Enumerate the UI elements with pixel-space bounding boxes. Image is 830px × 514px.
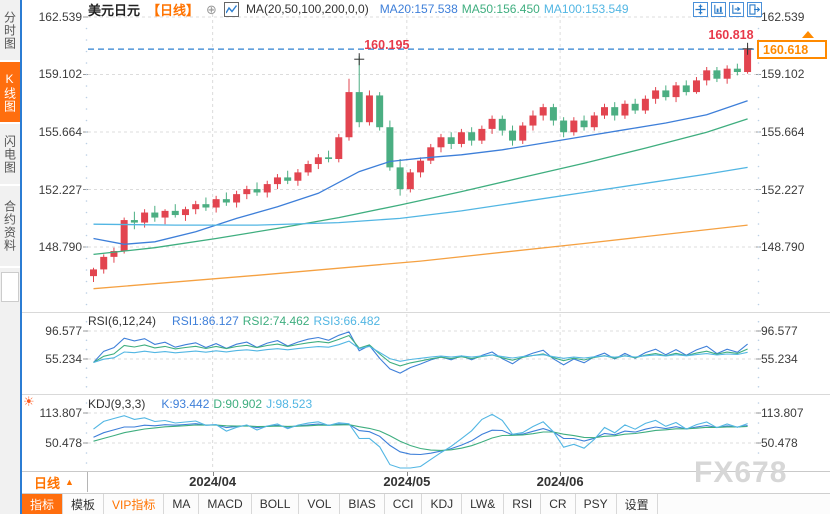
chart-tool-icons [693,2,762,17]
kdj-value: J:98.523 [266,397,313,411]
chart-canvas[interactable]: 160.195 160.818 [0,0,830,471]
toolbar-item-3[interactable]: VIP指标 [104,494,165,514]
right-price-axis: 162.539 159.102 155.664 152.227 148.790 96.57… [760,0,828,471]
axis-label: 55.234 [45,352,82,366]
x-axis-month-label: 2024/06 [536,474,584,489]
rsi-value: RSI1:86.127 [172,314,239,328]
rsi-value: RSI2:74.462 [242,314,310,328]
add-indicator-icon[interactable]: ⊕ [206,1,217,17]
axis-label: 148.790 [38,240,82,254]
svg-text:160.195: 160.195 [364,38,409,52]
sidebar-empty-slot [1,272,19,302]
toolbar-item-11[interactable]: LW& [462,494,505,514]
sidebar-tab-2[interactable]: K线图 [0,62,20,124]
axis-scale-arrow-icon[interactable] [729,2,744,17]
kdj-values: K:93.442 D:90.902 J:98.523 [157,397,312,411]
period-arrow-icon: ▲ [65,476,74,487]
toolbar-item-2[interactable]: 模板 [63,494,105,514]
toolbar-item-14[interactable]: PSY [576,494,617,514]
month-tick [406,472,408,476]
left-price-axis: 162.539 159.102 155.664 152.227 148.790 96.57… [22,0,84,471]
x-axis-month-label: 2024/05 [383,474,431,489]
indicator-toolbar: 指标 模板 VIP指标 MA MACD BOLL VOL BIAS CCI KDJ LW& RSI CR… [22,493,830,514]
ma-values: MA20:157.538 MA50:156.450 MA100:153.549 [376,2,629,16]
axis-label: 148.790 [761,240,805,254]
toolbar-item-5[interactable]: MACD [199,494,252,514]
axis-label: 159.102 [761,67,805,82]
svg-text:160.818: 160.818 [708,28,753,42]
axis-scale-icon[interactable] [711,2,726,17]
axis-label: 152.227 [38,182,82,197]
kdj-value: D:90.902 [213,397,263,411]
x-axis-row: 日线 ▲ 2024/04 2024/05 2024/06 [21,471,830,494]
axis-label: 155.664 [38,125,82,139]
toolbar-item-13[interactable]: CR [541,494,576,514]
sidebar: 分时图 K线图 闪电图 合约资料 [0,0,22,514]
axis-label: 50.478 [761,436,798,450]
period-tag: 【日线】 [147,2,200,18]
month-tick [560,472,562,476]
pan-exit-icon[interactable] [747,2,762,17]
ma-value: MA20:157.538 [379,2,458,16]
ma-value: MA50:156.450 [461,2,540,16]
symbol-title: 美元日元 [88,2,141,18]
crosshair-icon[interactable] [693,2,708,17]
current-price-value: 160.618 [763,42,809,57]
toolbar-item-6[interactable]: BOLL [252,494,300,514]
axis-label: 50.478 [45,436,82,450]
axis-label: 162.539 [38,10,82,24]
toolbar-item-8[interactable]: BIAS [340,494,385,514]
sun-icon[interactable]: ☀ [23,394,35,409]
line-chart-icon[interactable] [223,1,239,17]
kdj-header: KDJ(9,3,3) K:93.442 D:90.902 J:98.523 [88,397,312,411]
sidebar-tab-1[interactable]: 分时图 [0,0,20,62]
month-tick [212,472,214,476]
toolbar-item-1[interactable]: 指标 [22,494,64,514]
chart-header: 美元日元 【日线】 ⊕ MA(20,50,100,200,0,0) MA20:1… [88,1,629,18]
axis-label: 162.539 [761,10,805,24]
axis-label: 96.577 [761,324,798,338]
axis-label: 55.234 [761,352,798,366]
rsi-header: RSI(6,12,24) RSI1:86.127 RSI2:74.462 RSI3:… [88,314,380,328]
rsi-values: RSI1:86.127 RSI2:74.462 RSI3:66.482 [168,314,380,328]
axis-label: 159.102 [38,67,82,82]
toolbar-item-15[interactable]: 设置 [617,494,658,514]
period-selector[interactable]: 日线 ▲ [21,472,88,492]
x-axis-month-label: 2024/04 [189,474,237,489]
kdj-value: K:93.442 [161,397,210,411]
axis-label: 96.577 [45,324,82,338]
toolbar-item-9[interactable]: CCI [385,494,423,514]
toolbar-item-7[interactable]: VOL [299,494,341,514]
ma-value: MA100:153.549 [543,2,629,16]
axis-label: 152.227 [761,182,805,197]
axis-label: 113.807 [39,406,83,420]
ma-params: MA(20,50,100,200,0,0) [245,2,369,16]
toolbar-item-4[interactable]: MA [164,494,200,514]
sidebar-tab-4[interactable]: 合约资料 [0,186,20,268]
axis-label: 113.807 [761,406,804,420]
current-price-box: 160.618 [757,40,827,60]
rsi-title: RSI(6,12,24) [88,314,157,328]
price-up-arrow-icon [802,31,814,39]
period-label: 日线 [34,475,61,491]
kdj-title: KDJ(9,3,3) [88,397,146,411]
toolbar-item-10[interactable]: KDJ [422,494,463,514]
sidebar-tab-3[interactable]: 闪电图 [0,124,20,186]
toolbar-item-12[interactable]: RSI [504,494,542,514]
rsi-value: RSI3:66.482 [313,314,381,328]
axis-label: 155.664 [761,125,805,139]
